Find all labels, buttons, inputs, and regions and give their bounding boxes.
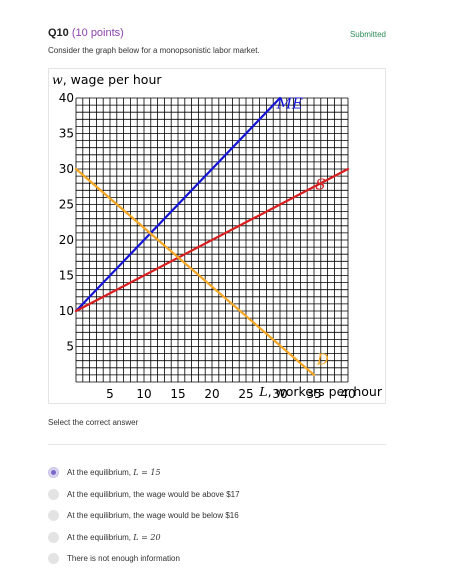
- radio-selected[interactable]: [48, 467, 59, 479]
- series-label-s: S: [315, 176, 325, 194]
- radio-button[interactable]: [48, 488, 59, 500]
- answer-option-math: L = 15: [133, 468, 161, 478]
- answer-option-label: At the equilibrium, the wage would be ab…: [67, 490, 240, 499]
- series-line-me: [74, 96, 282, 313]
- x-tick-label: 30: [272, 387, 287, 401]
- series-label-d: D: [316, 350, 329, 368]
- series-label-me: ME: [276, 95, 303, 113]
- y-axis-label: w, wage per hour: [52, 72, 162, 87]
- y-tick-label: 25: [59, 198, 74, 212]
- answer-option-5[interactable]: There is not enough information: [48, 548, 240, 570]
- answer-option-text: At the equilibrium, the wage would be be…: [67, 511, 239, 521]
- radio-dot: [51, 470, 56, 476]
- radio-button[interactable]: [48, 510, 59, 522]
- answer-option-2[interactable]: At the equilibrium, the wage would be ab…: [48, 484, 240, 506]
- answer-option-label: There is not enough information: [67, 554, 180, 563]
- answer-option-math: L = 20: [133, 532, 161, 542]
- answer-option-label: At the equilibrium, the wage would be be…: [67, 511, 239, 520]
- series: [74, 96, 350, 376]
- x-tick-label: 25: [238, 387, 253, 401]
- series-line-d: [74, 167, 316, 376]
- question-title: Q10 (10 points): [48, 27, 124, 39]
- series-line-s: [74, 167, 350, 313]
- answer-option-text: At the equilibrium,: [67, 468, 134, 478]
- answer-option-1[interactable]: At the equilibrium, L = 15: [48, 462, 240, 484]
- x-axis-label: L, workers per hour: [258, 384, 383, 399]
- radio-button[interactable]: [48, 531, 59, 543]
- answer-option-4[interactable]: At the equilibrium, L = 20: [48, 527, 240, 549]
- y-tick-label: 15: [59, 269, 74, 283]
- x-tick-label: 10: [136, 387, 151, 401]
- x-tick-label: 20: [204, 387, 219, 401]
- y-tick-label: 30: [59, 162, 74, 176]
- radio-button[interactable]: [48, 553, 59, 565]
- y-tick-label: 20: [59, 233, 74, 247]
- y-tick-label: 5: [66, 340, 74, 354]
- labels: ME S D 5 10 15 20 25 30 35 40 5 10 15 20 25 30 35 40 w, wag…: [52, 72, 383, 401]
- x-tick-label: 35: [306, 387, 321, 401]
- answer-options: At the equilibrium, L = 15 At the equilib…: [48, 462, 240, 570]
- question-points: (10 points): [71, 27, 124, 39]
- x-tick-label: 15: [170, 387, 185, 401]
- answer-option-3[interactable]: At the equilibrium, the wage would be be…: [48, 505, 240, 527]
- answer-option-label: At the equilibrium, L = 15: [67, 468, 161, 477]
- answer-option-text: At the equilibrium,: [67, 532, 134, 542]
- answer-prompt: Select the correct answer: [48, 418, 139, 427]
- question-number: Q10: [48, 27, 69, 39]
- y-tick-label: 40: [59, 91, 74, 105]
- divider: [48, 444, 386, 445]
- answer-option-text: There is not enough information: [67, 554, 180, 564]
- y-tick-label: 10: [59, 304, 74, 318]
- x-tick-label: 40: [340, 387, 355, 401]
- y-tick-label: 35: [59, 127, 74, 141]
- x-tick-label: 5: [106, 387, 114, 401]
- labor-market-graph: ME S D 5 10 15 20 25 30 35 40 5 10 15 20 25 30 35 40 w, wag…: [48, 68, 386, 404]
- status-badge: Submitted: [349, 30, 386, 39]
- question-prompt: Consider the graph below for a monopsoni…: [48, 46, 260, 55]
- answer-option-label: At the equilibrium, L = 20: [67, 533, 161, 542]
- answer-option-text: At the equilibrium, the wage would be ab…: [67, 489, 240, 499]
